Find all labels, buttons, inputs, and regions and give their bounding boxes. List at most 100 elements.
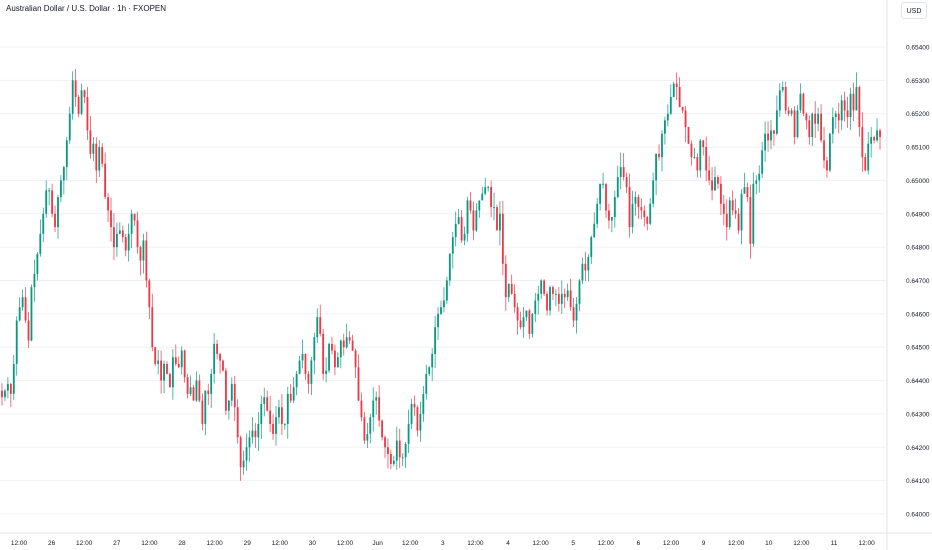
candle-body bbox=[802, 93, 805, 114]
time-axis: 12:00 26 12:00 27 12:00 28 12:00 29 12:00 30 12:00… bbox=[11, 540, 875, 547]
candle-body bbox=[74, 80, 77, 98]
candle-body bbox=[310, 360, 313, 384]
time-tick-label: 12:00 bbox=[598, 540, 615, 547]
price-tick-label: 0.64000 bbox=[906, 512, 930, 519]
candle-body bbox=[387, 447, 389, 454]
candle-body bbox=[870, 137, 873, 144]
candle-body bbox=[304, 353, 307, 374]
candle-body bbox=[266, 397, 269, 411]
candle-body bbox=[799, 93, 802, 111]
price-tick-label: 0.64100 bbox=[906, 478, 930, 485]
candle-body bbox=[18, 307, 21, 321]
candle-body bbox=[761, 150, 764, 174]
price-tick-label: 0.65100 bbox=[906, 145, 930, 152]
time-tick-label: 6 bbox=[637, 540, 641, 547]
candle-body bbox=[616, 177, 619, 198]
candle-body bbox=[207, 390, 210, 394]
candle-body bbox=[65, 140, 68, 168]
chart-title: Australian Dollar / U.S. Dollar · 1h · F… bbox=[6, 4, 167, 13]
candle-body bbox=[693, 157, 696, 159]
candle-body bbox=[501, 213, 504, 264]
candle-body bbox=[298, 360, 301, 374]
candle-body bbox=[805, 113, 808, 121]
candle-body bbox=[811, 113, 814, 138]
candle-body bbox=[655, 153, 657, 181]
candle-body bbox=[21, 297, 24, 308]
candle-body bbox=[171, 357, 174, 388]
candle-body bbox=[578, 280, 581, 304]
candle-body bbox=[428, 367, 431, 374]
time-tick-label: 9 bbox=[702, 540, 706, 547]
candle-body bbox=[510, 283, 513, 294]
candle-body bbox=[289, 393, 292, 401]
candle-body bbox=[472, 210, 475, 231]
candle-body bbox=[658, 153, 660, 158]
candle-body bbox=[272, 423, 274, 434]
candles bbox=[1, 68, 881, 481]
candle-body bbox=[746, 187, 749, 198]
candle-body bbox=[369, 417, 372, 434]
candle-body bbox=[254, 430, 257, 438]
candle-body bbox=[248, 437, 251, 448]
candle-body bbox=[115, 233, 118, 248]
candle-body bbox=[378, 397, 381, 421]
candle-body bbox=[602, 183, 604, 185]
candle-body bbox=[60, 180, 62, 198]
candle-body bbox=[307, 373, 310, 384]
candle-body bbox=[151, 307, 154, 348]
candle-body bbox=[728, 200, 731, 228]
candle-body bbox=[625, 177, 628, 188]
time-tick-label: 11 bbox=[831, 540, 838, 547]
candle-body bbox=[213, 343, 216, 374]
candle-body bbox=[711, 180, 713, 191]
time-tick-label: 3 bbox=[441, 540, 445, 547]
price-tick-label: 0.64700 bbox=[906, 278, 930, 285]
candle-body bbox=[566, 290, 569, 298]
candle-body bbox=[189, 387, 192, 394]
candle-body bbox=[537, 293, 540, 301]
candle-body bbox=[407, 423, 410, 444]
candle-body bbox=[843, 100, 846, 111]
candle-body bbox=[569, 290, 572, 308]
candle-body bbox=[160, 360, 163, 381]
candle-body bbox=[192, 387, 195, 401]
price-tick-label: 0.64600 bbox=[906, 311, 930, 318]
candle-body bbox=[54, 213, 56, 228]
candle-body bbox=[354, 350, 357, 368]
candle-body bbox=[227, 400, 230, 411]
candle-body bbox=[499, 213, 501, 231]
candle-body bbox=[525, 310, 528, 318]
candle-body bbox=[107, 197, 109, 211]
candle-body bbox=[599, 183, 602, 204]
candle-body bbox=[631, 203, 634, 228]
candle-body bbox=[334, 350, 336, 368]
candle-body bbox=[640, 207, 643, 211]
candle-body bbox=[487, 187, 490, 189]
candle-body bbox=[669, 97, 672, 114]
currency-button[interactable]: USD bbox=[901, 2, 927, 19]
candle-body bbox=[410, 403, 413, 424]
candle-body bbox=[855, 87, 858, 111]
candle-body bbox=[834, 113, 837, 118]
price-tick-label: 0.65400 bbox=[906, 45, 930, 52]
candle-body bbox=[27, 320, 30, 341]
candle-body bbox=[177, 363, 180, 368]
candle-body bbox=[186, 377, 189, 394]
candle-body bbox=[416, 407, 419, 431]
candle-body bbox=[225, 370, 227, 411]
candle-body bbox=[375, 397, 378, 401]
candle-body bbox=[239, 437, 242, 468]
candle-body bbox=[649, 203, 652, 224]
time-tick-label: 12:00 bbox=[793, 540, 810, 547]
candle-body bbox=[478, 200, 481, 211]
candle-body bbox=[752, 183, 755, 244]
candle-body bbox=[796, 110, 799, 138]
candle-body bbox=[9, 383, 12, 394]
candle-body bbox=[389, 453, 392, 464]
price-tick-label: 0.65300 bbox=[906, 78, 930, 85]
candle-body bbox=[80, 90, 83, 114]
price-axis: 0.65400 0.65300 0.65200 0.65100 0.65000 0.649… bbox=[906, 45, 930, 519]
candle-body bbox=[596, 203, 599, 224]
candle-body bbox=[201, 400, 204, 424]
candle-body bbox=[328, 343, 330, 371]
